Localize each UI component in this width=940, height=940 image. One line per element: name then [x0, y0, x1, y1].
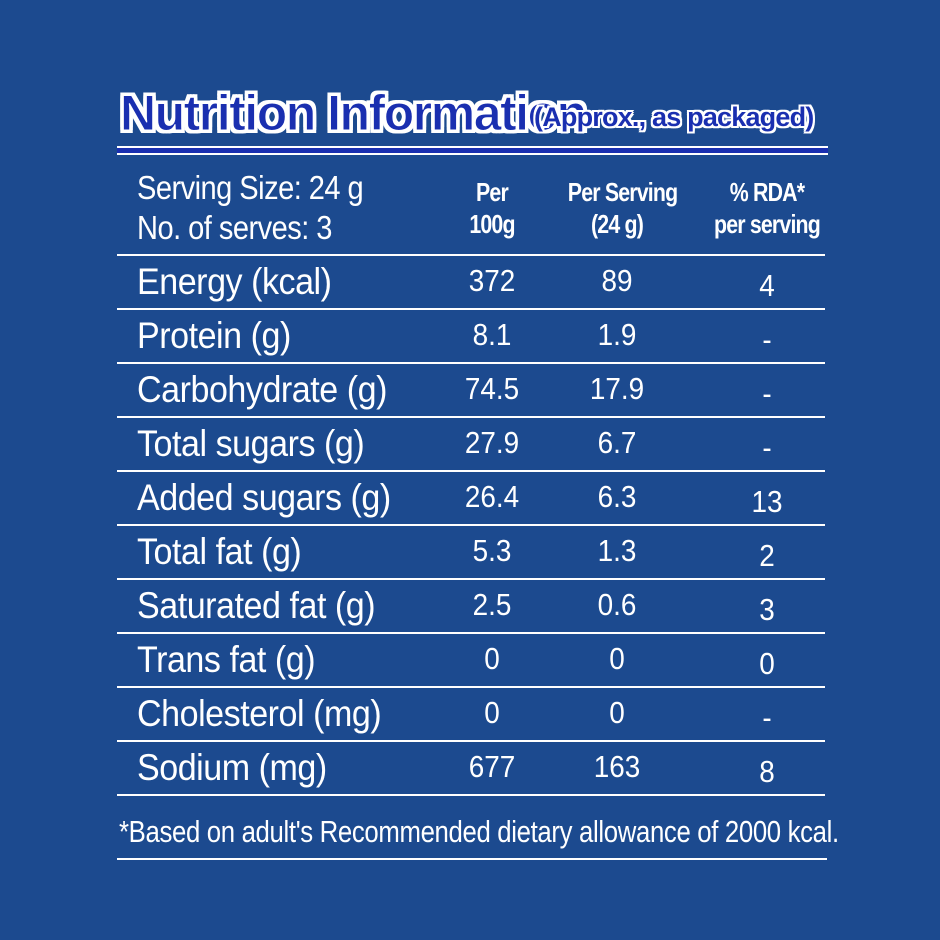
title-subtitle: (Approx., as packaged)	[534, 102, 814, 132]
per-serving-value: 89	[601, 263, 633, 298]
table-row: Energy (kcal) 372 89 4	[117, 256, 825, 310]
nutrient-label: Total fat (g)	[137, 531, 302, 572]
per-100g-value: 26.4	[464, 479, 520, 514]
nutrient-label: Added sugars (g)	[137, 477, 391, 518]
per-100g-value: 2.5	[472, 587, 512, 622]
nutrient-label: Sodium (mg)	[137, 747, 327, 788]
per-serving-value: 163	[593, 749, 641, 784]
column-header-rda-line1: % RDA*	[729, 177, 805, 207]
per-serving-value: 1.9	[597, 317, 637, 352]
per-100g-value: 677	[468, 749, 516, 784]
rda-value: -	[762, 430, 772, 465]
column-header-rda-line2: per serving	[714, 209, 821, 239]
nutrient-label: Cholesterol (mg)	[137, 693, 382, 734]
rda-footnote: *Based on adult's Recommended dietary al…	[117, 808, 839, 860]
per-100g-value: 27.9	[464, 425, 520, 460]
rda-value: -	[762, 322, 772, 357]
per-serving-value: 0.6	[597, 587, 637, 622]
column-header-per-100g-line1: Per	[476, 177, 509, 207]
table-header-row: Serving Size: 24 g No. of serves: 3 Per …	[117, 156, 825, 256]
title-divider	[117, 146, 828, 155]
per-serving-value: 1.3	[597, 533, 637, 568]
per-100g-value: 0	[484, 641, 500, 676]
nutrient-label: Total sugars (g)	[137, 423, 365, 464]
nutrient-label: Energy (kcal)	[137, 261, 332, 302]
table-row: Sodium (mg) 677 163 8	[117, 742, 825, 796]
serving-size-label: Serving Size: 24 g	[137, 169, 364, 206]
table-row: Total fat (g) 5.3 1.3 2	[117, 526, 825, 580]
table-row: Total sugars (g) 27.9 6.7 -	[117, 418, 825, 472]
serving-info: Serving Size: 24 g No. of serves: 3	[137, 168, 364, 248]
rda-value: 3	[759, 592, 775, 627]
column-header-per-serving-line2: (24 g)	[591, 209, 644, 239]
rda-value: 0	[759, 646, 775, 681]
per-serving-value: 6.7	[597, 425, 637, 460]
footnote-text: *Based on adult's Recommended dietary al…	[119, 814, 839, 849]
column-header-per-serving: Per Serving (24 g)	[567, 176, 678, 240]
rda-value: 4	[759, 268, 775, 303]
table-row: Cholesterol (mg) 0 0 -	[117, 688, 825, 742]
column-header-rda: % RDA* per serving	[710, 176, 825, 240]
nutrient-label: Protein (g)	[137, 315, 291, 356]
column-header-per-100g-line2: 100g	[469, 209, 515, 239]
table-row: Added sugars (g) 26.4 6.3 13	[117, 472, 825, 526]
rda-value: -	[762, 376, 772, 411]
nutrient-label: Trans fat (g)	[137, 639, 316, 680]
per-serving-value: 0	[609, 641, 625, 676]
per-100g-value: 74.5	[464, 371, 520, 406]
rda-value: 13	[751, 484, 783, 519]
nutrient-label: Saturated fat (g)	[137, 585, 376, 626]
table-row: Protein (g) 8.1 1.9 -	[117, 310, 825, 364]
table-row: Carbohydrate (g) 74.5 17.9 -	[117, 364, 825, 418]
per-serving-value: 17.9	[589, 371, 645, 406]
column-header-per-serving-line1: Per Serving	[567, 177, 678, 207]
table-row: Saturated fat (g) 2.5 0.6 3	[117, 580, 825, 634]
per-100g-value: 0	[484, 695, 500, 730]
per-serving-value: 6.3	[597, 479, 637, 514]
rda-value: -	[762, 700, 772, 735]
rda-value: 2	[759, 538, 775, 573]
title-main: Nutrition Information	[120, 85, 588, 142]
column-header-per-100g: Per 100g	[455, 176, 529, 240]
table-row: Trans fat (g) 0 0 0	[117, 634, 825, 688]
serves-count-label: No. of serves: 3	[137, 209, 332, 246]
nutrition-title: Nutrition Information (Approx., as packa…	[120, 84, 830, 142]
per-100g-value: 372	[468, 263, 516, 298]
nutrient-label: Carbohydrate (g)	[137, 369, 387, 410]
per-100g-value: 8.1	[472, 317, 512, 352]
rda-value: 8	[759, 754, 775, 789]
per-100g-value: 5.3	[472, 533, 512, 568]
per-serving-value: 0	[609, 695, 625, 730]
nutrition-table: Serving Size: 24 g No. of serves: 3 Per …	[117, 156, 825, 796]
